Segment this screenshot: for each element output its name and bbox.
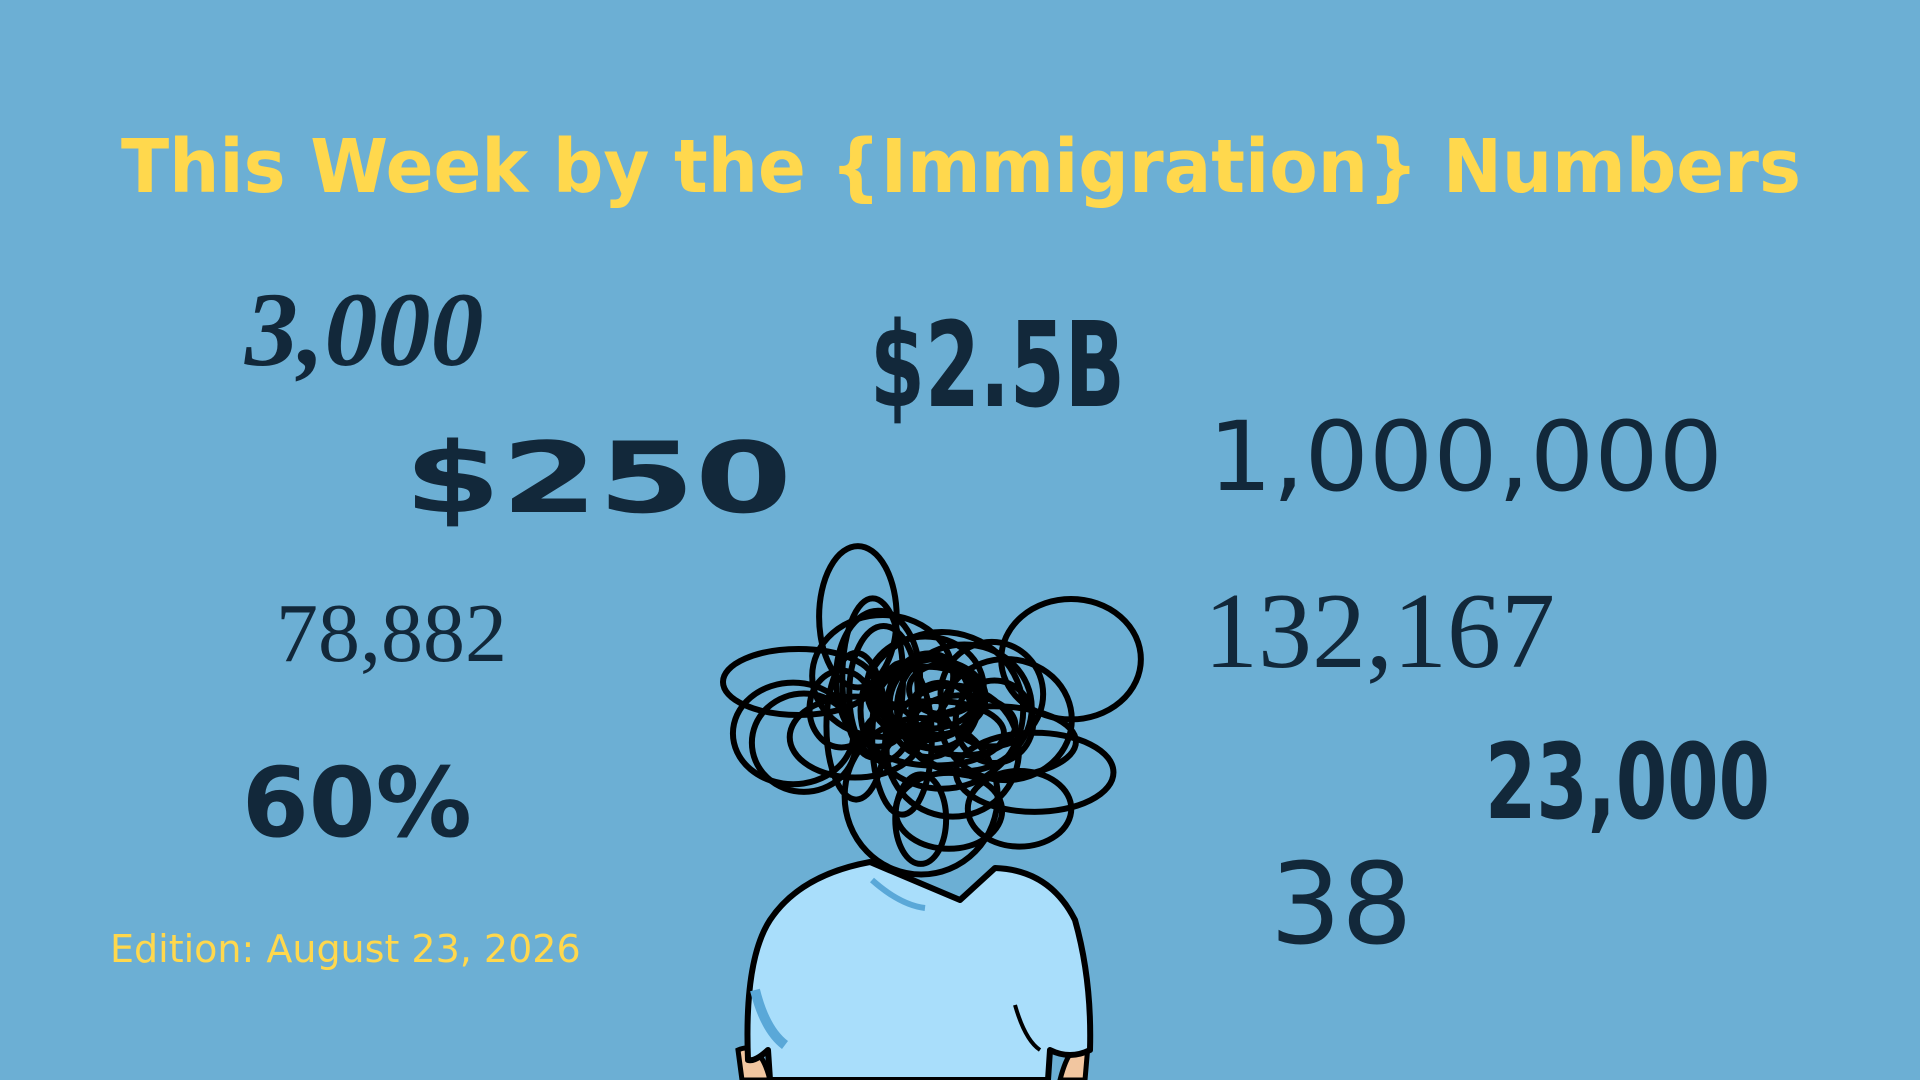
edition: Edition: August 23, 2026 [110,927,581,971]
scribble-loop [875,663,980,732]
scribble-loop [892,771,950,867]
scribble-loop [937,638,1047,750]
figure [719,543,1144,1080]
scribble-loop [906,661,982,718]
number: 78,882 [276,587,507,680]
title: This Week by the {Immigration} Numbers [121,124,1801,210]
number: 1,000,000 [1208,401,1723,513]
number: 23,000 [1485,721,1770,843]
number: 60% [242,747,472,859]
number: $2.5B [870,296,1125,434]
scribble-loop [729,679,857,788]
scribble-loop [809,612,957,740]
number: 38 [1270,840,1413,970]
number: 3,000 [244,271,484,388]
number: $250 [404,422,792,536]
scribble-loop [816,543,900,691]
scribble-loop [719,645,878,718]
scribble-loop [786,693,924,781]
scribble-loop [998,595,1144,723]
number: 132,167 [1204,572,1555,691]
